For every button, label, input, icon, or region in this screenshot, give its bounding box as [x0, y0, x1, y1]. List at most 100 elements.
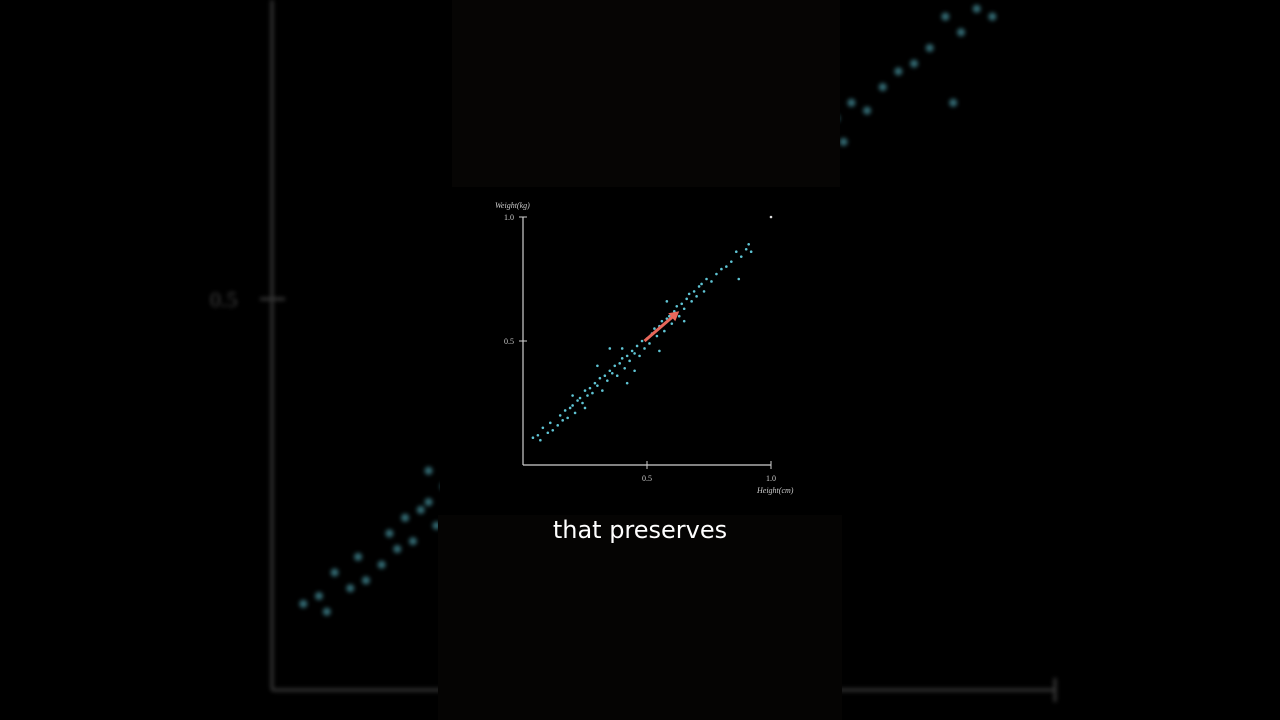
data-point	[625, 381, 629, 385]
data-point	[682, 319, 686, 323]
data-point	[710, 280, 713, 283]
data-point	[675, 304, 679, 308]
data-point	[668, 314, 671, 318]
data-point	[670, 322, 674, 325]
data-point	[705, 277, 708, 281]
data-point	[677, 314, 681, 318]
bg-data-point	[401, 513, 410, 522]
data-point	[606, 379, 609, 382]
bg-data-point	[925, 43, 934, 52]
bg-data-point	[416, 505, 425, 514]
data-point	[563, 409, 567, 412]
data-point	[643, 347, 646, 350]
data-point	[601, 389, 604, 392]
data-point	[541, 426, 545, 430]
bg-data-point	[377, 560, 386, 569]
data-point	[591, 391, 594, 395]
data-point	[561, 419, 564, 422]
data-point	[618, 362, 622, 365]
data-point	[551, 428, 555, 432]
bg-data-point	[299, 599, 308, 608]
bg-data-point	[330, 568, 339, 577]
bg-y-tick-label: 0.5	[210, 287, 238, 312]
data-point	[663, 329, 666, 333]
scatter-chart: Weight(kg) Height(cm) 0.5 1.0 0.5 1.0	[440, 187, 840, 515]
data-point	[576, 399, 579, 402]
data-point	[573, 411, 577, 415]
bg-data-point	[941, 12, 950, 21]
data-point	[558, 414, 562, 417]
bg-data-point	[385, 529, 394, 538]
bg-data-point	[839, 137, 848, 146]
data-point	[685, 297, 688, 301]
data-point	[598, 376, 602, 380]
data-point	[613, 364, 617, 368]
data-point	[531, 436, 535, 440]
bg-data-point	[894, 67, 903, 76]
bg-data-point	[863, 106, 872, 115]
data-point	[548, 421, 552, 425]
data-point	[653, 327, 656, 330]
data-point	[734, 250, 738, 254]
data-point	[581, 401, 584, 405]
data-point	[638, 354, 641, 358]
bg-data-point	[988, 12, 997, 21]
data-point	[593, 381, 597, 385]
data-point	[608, 369, 612, 373]
bg-data-point	[322, 607, 331, 616]
data-point	[620, 347, 624, 350]
data-point	[690, 300, 693, 303]
bg-data-point	[393, 545, 402, 554]
bg-data-point	[361, 576, 370, 585]
subtitle-caption: that preserves	[552, 516, 728, 544]
data-point	[615, 374, 619, 378]
data-point	[672, 309, 676, 313]
data-point	[633, 352, 636, 355]
data-point	[687, 292, 691, 296]
data-point	[610, 371, 614, 375]
data-point	[697, 285, 701, 288]
data-point	[648, 342, 651, 345]
data-point	[588, 386, 592, 390]
bg-data-point	[424, 466, 433, 475]
data-point	[539, 438, 542, 442]
data-point	[680, 302, 684, 306]
data-point	[640, 339, 644, 343]
data-point	[725, 265, 728, 268]
data-point	[747, 242, 750, 246]
data-point	[578, 396, 582, 400]
bg-data-point	[314, 592, 323, 601]
bg-data-point	[910, 59, 919, 68]
data-point	[769, 215, 773, 219]
data-point	[695, 295, 698, 298]
data-point	[586, 394, 589, 397]
y-tick-label: 0.5	[504, 337, 514, 346]
data-point	[749, 250, 753, 254]
data-point	[702, 290, 706, 293]
data-point	[737, 277, 741, 281]
data-point	[635, 344, 639, 348]
data-point	[568, 406, 572, 410]
data-point	[658, 349, 661, 353]
data-point	[744, 247, 748, 251]
bg-data-point	[424, 498, 433, 507]
data-point	[700, 282, 703, 286]
x-axis-label: Height(cm)	[756, 486, 794, 495]
bg-data-point	[972, 4, 981, 13]
bg-data-point	[408, 537, 417, 546]
data-point	[596, 384, 599, 387]
data-point	[583, 406, 587, 410]
data-point	[536, 433, 540, 437]
data-point	[620, 357, 624, 360]
bg-data-point	[346, 584, 355, 593]
data-point	[739, 255, 743, 258]
data-point	[566, 416, 569, 420]
data-point	[730, 260, 733, 263]
video-panel-top	[452, 0, 840, 187]
data-point	[682, 307, 686, 311]
data-point	[546, 431, 550, 435]
bg-data-point	[354, 552, 363, 561]
data-point	[715, 272, 718, 276]
x-tick-label: 0.5	[642, 474, 652, 483]
data-point	[655, 334, 659, 338]
